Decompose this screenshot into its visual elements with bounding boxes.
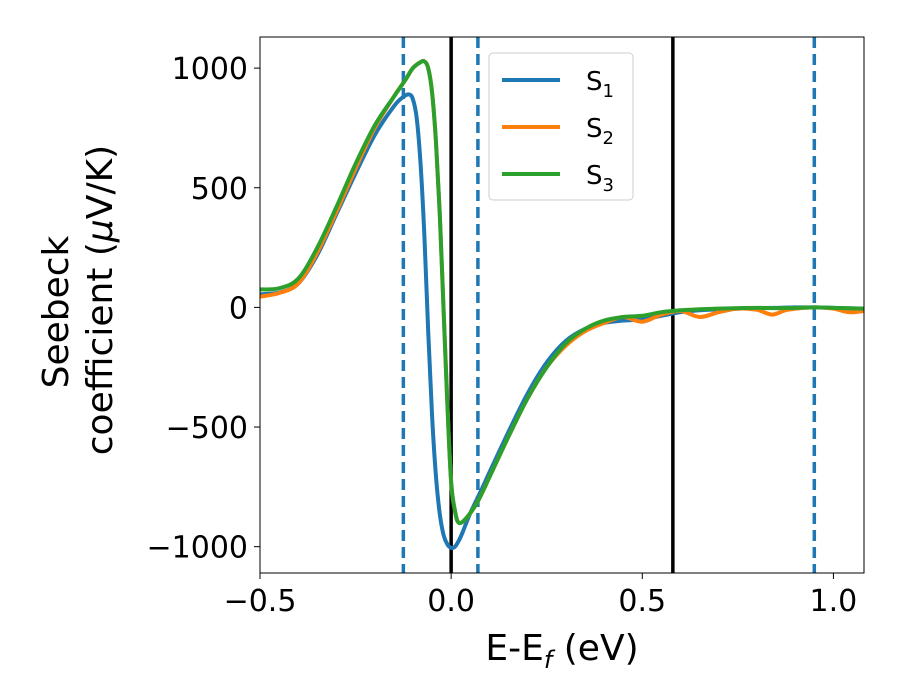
y-axis-label-line2: coefficient (μV/K): [80, 145, 121, 455]
legend-label-s1: S1: [586, 67, 614, 102]
legend-box: [488, 52, 634, 201]
series-lines: [260, 58, 864, 551]
y-axis-label-pre: coefficient (: [80, 242, 121, 455]
x-axis-ticks: −0.5 0.0 0.5 1.0: [224, 573, 858, 619]
legend-label-s2: S2: [586, 114, 614, 149]
reference-lines: [401, 37, 817, 573]
x-axis-label: E-Ef (eV): [485, 628, 638, 674]
x-tick-label-1: 0.0: [427, 584, 475, 619]
x-tick-label-0: −0.5: [224, 584, 297, 619]
y-tick-label-4: −1000: [147, 531, 248, 566]
legend-label-s3: S3: [586, 161, 614, 196]
x-tick-label-3: 1.0: [810, 584, 858, 619]
y-axis-label-mu: μ: [80, 219, 121, 243]
y-axis-label-line1: Seebeck: [36, 235, 77, 388]
legend: S1 S2 S3: [488, 52, 634, 201]
y-axis-label-post: V/K): [80, 145, 121, 219]
y-tick-label-0: 1000: [172, 52, 248, 87]
plot-frame: [259, 36, 865, 574]
x-axis-label-main: E-E: [485, 628, 543, 669]
x-axis-label-unit: (eV): [552, 628, 638, 669]
series-line-s3: [260, 58, 864, 526]
y-axis-label: Seebeck coefficient (μV/K): [36, 145, 121, 455]
y-tick-label-1: 500: [191, 172, 248, 207]
y-tick-label-3: −500: [166, 411, 248, 446]
y-tick-label-2: 0: [229, 291, 248, 326]
x-tick-label-2: 0.5: [618, 584, 666, 619]
y-axis-ticks: 1000 500 0 −500 −1000: [147, 52, 260, 566]
